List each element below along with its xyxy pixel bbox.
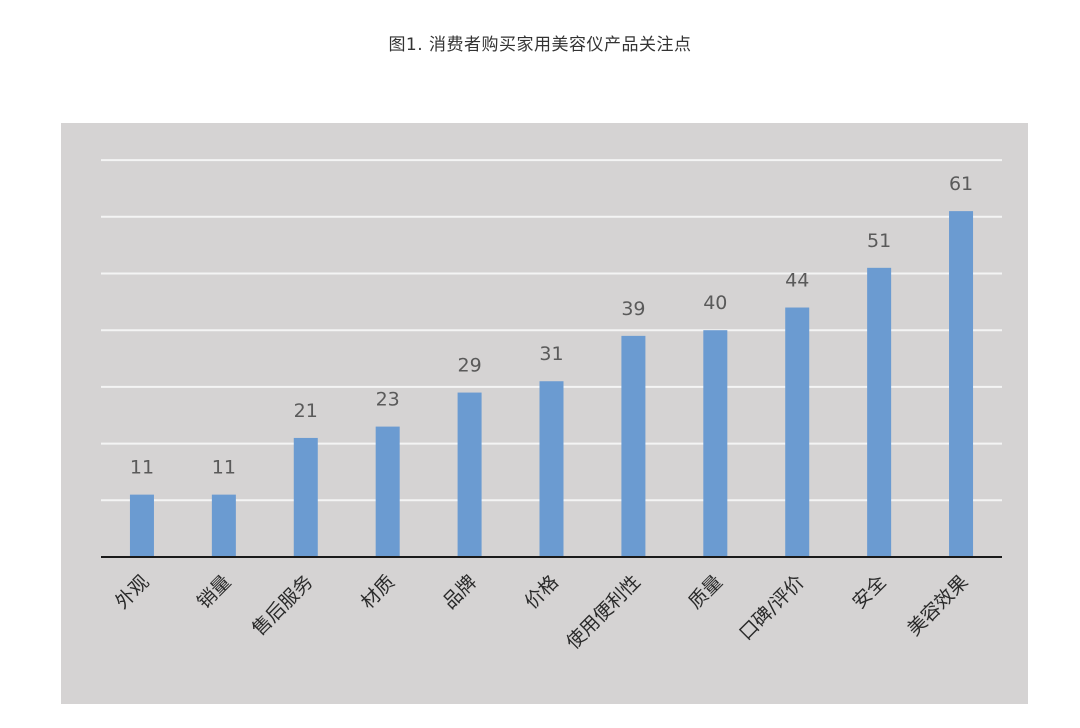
- bar: [539, 381, 564, 557]
- data-label: 21: [294, 400, 318, 422]
- x-tick-label: 销量: [193, 571, 235, 613]
- bar: [703, 330, 728, 557]
- x-tick-label: 口碑/评价: [735, 571, 809, 645]
- data-label: 51: [867, 230, 891, 252]
- data-label: 44: [785, 270, 809, 292]
- bar: [621, 335, 646, 557]
- bar: [211, 494, 236, 557]
- x-tick-label: 材质: [357, 571, 399, 613]
- data-label: 11: [212, 457, 236, 479]
- bar: [785, 307, 810, 557]
- data-label: 40: [703, 292, 727, 314]
- category-labels: 外观 销量 售后服务 材质 品牌 价格 使用便利性 质量 口碑/评价 安全 美容效果: [111, 571, 973, 654]
- bar: [949, 211, 974, 557]
- bar: [867, 267, 892, 557]
- data-label: 29: [457, 355, 481, 377]
- bar: [293, 437, 318, 557]
- x-tick-label: 美容效果: [903, 571, 972, 640]
- x-tick-label: 使用便利性: [562, 571, 645, 654]
- x-tick-label: 外观: [111, 571, 153, 613]
- x-tick-label: 安全: [848, 571, 890, 613]
- bar: [375, 426, 400, 557]
- bars: [129, 211, 974, 557]
- data-label: 61: [949, 173, 973, 195]
- x-tick-label: 质量: [684, 571, 726, 613]
- data-labels: 11 11 21 23 29 31 39 40 44 51 61: [130, 173, 973, 479]
- x-tick-label: 售后服务: [248, 571, 317, 640]
- data-label: 23: [376, 389, 400, 411]
- bar: [457, 392, 482, 557]
- x-tick-label: 价格: [521, 571, 563, 613]
- x-tick-label: 品牌: [439, 571, 481, 613]
- data-label: 39: [621, 298, 645, 320]
- chart-panel: 11 11 21 23 29 31 39 40 44 51 61 外观 销量 售后服务 材质 品牌 价格 使用便…: [61, 123, 1028, 704]
- bar-chart: 11 11 21 23 29 31 39 40 44 51 61 外观 销量 售后服务 材质 品牌 价格 使用便…: [101, 159, 1002, 654]
- bar: [129, 494, 154, 557]
- data-label: 11: [130, 457, 154, 479]
- page-title: 图1. 消费者购买家用美容仪产品关注点: [388, 35, 692, 55]
- data-label: 31: [539, 343, 563, 365]
